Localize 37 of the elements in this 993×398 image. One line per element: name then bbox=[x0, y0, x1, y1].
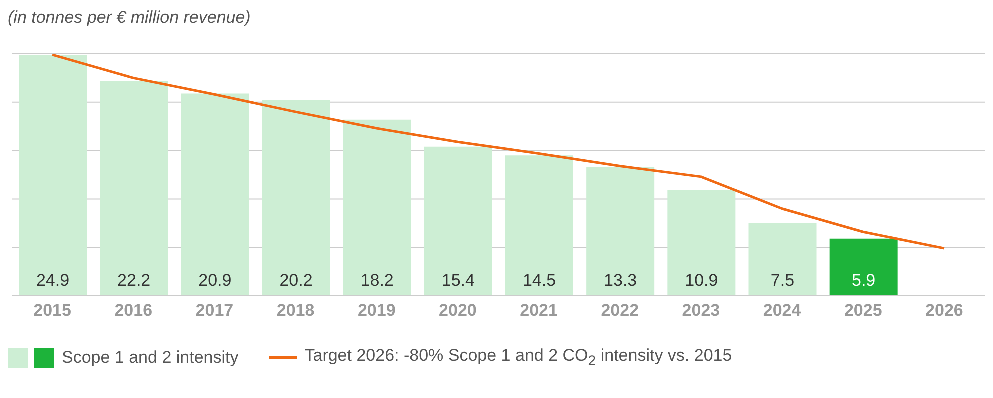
x-tick-label: 2023 bbox=[682, 301, 720, 320]
data-label: 24.9 bbox=[36, 271, 70, 290]
data-label: 7.5 bbox=[770, 271, 795, 290]
data-label: 14.5 bbox=[522, 271, 556, 290]
bar bbox=[262, 100, 330, 296]
data-label: 20.9 bbox=[198, 271, 232, 290]
x-tick-label: 2020 bbox=[439, 301, 477, 320]
data-label: 18.2 bbox=[360, 271, 394, 290]
x-tick-label: 2021 bbox=[520, 301, 558, 320]
x-tick-label: 2016 bbox=[114, 301, 153, 320]
bar bbox=[830, 238, 898, 296]
data-label: 20.2 bbox=[280, 271, 313, 290]
x-tick-label: 2024 bbox=[763, 301, 802, 320]
legend-label: Scope 1 and 2 intensity bbox=[62, 348, 239, 368]
bar bbox=[343, 120, 412, 296]
bar bbox=[748, 223, 817, 296]
bar bbox=[181, 94, 250, 296]
bar bbox=[506, 156, 574, 296]
bar bbox=[586, 167, 655, 296]
bar bbox=[668, 190, 736, 296]
x-tick-label: 2025 bbox=[844, 301, 882, 320]
x-tick-label: 2026 bbox=[926, 301, 964, 320]
legend-label: Target 2026: -80% Scope 1 and 2 CO$_{2}$ intensity vs. 2015 bbox=[304, 346, 732, 370]
x-tick-label: 2017 bbox=[196, 301, 234, 320]
bar bbox=[100, 81, 168, 296]
data-label: 15.4 bbox=[442, 271, 475, 290]
x-tick-label: 2019 bbox=[358, 301, 396, 320]
bar bbox=[19, 54, 87, 296]
bar bbox=[424, 146, 492, 296]
data-label: 10.9 bbox=[685, 271, 718, 290]
x-tick-label: 2022 bbox=[601, 301, 640, 320]
x-tick-label: 2018 bbox=[276, 301, 315, 320]
data-label: 13.3 bbox=[604, 271, 638, 290]
data-label: 22.2 bbox=[118, 271, 151, 290]
y-axis-title: (in tonnes per € million revenue) bbox=[8, 8, 251, 27]
data-label: 5.9 bbox=[852, 271, 876, 290]
x-tick-label: 2015 bbox=[34, 301, 72, 320]
